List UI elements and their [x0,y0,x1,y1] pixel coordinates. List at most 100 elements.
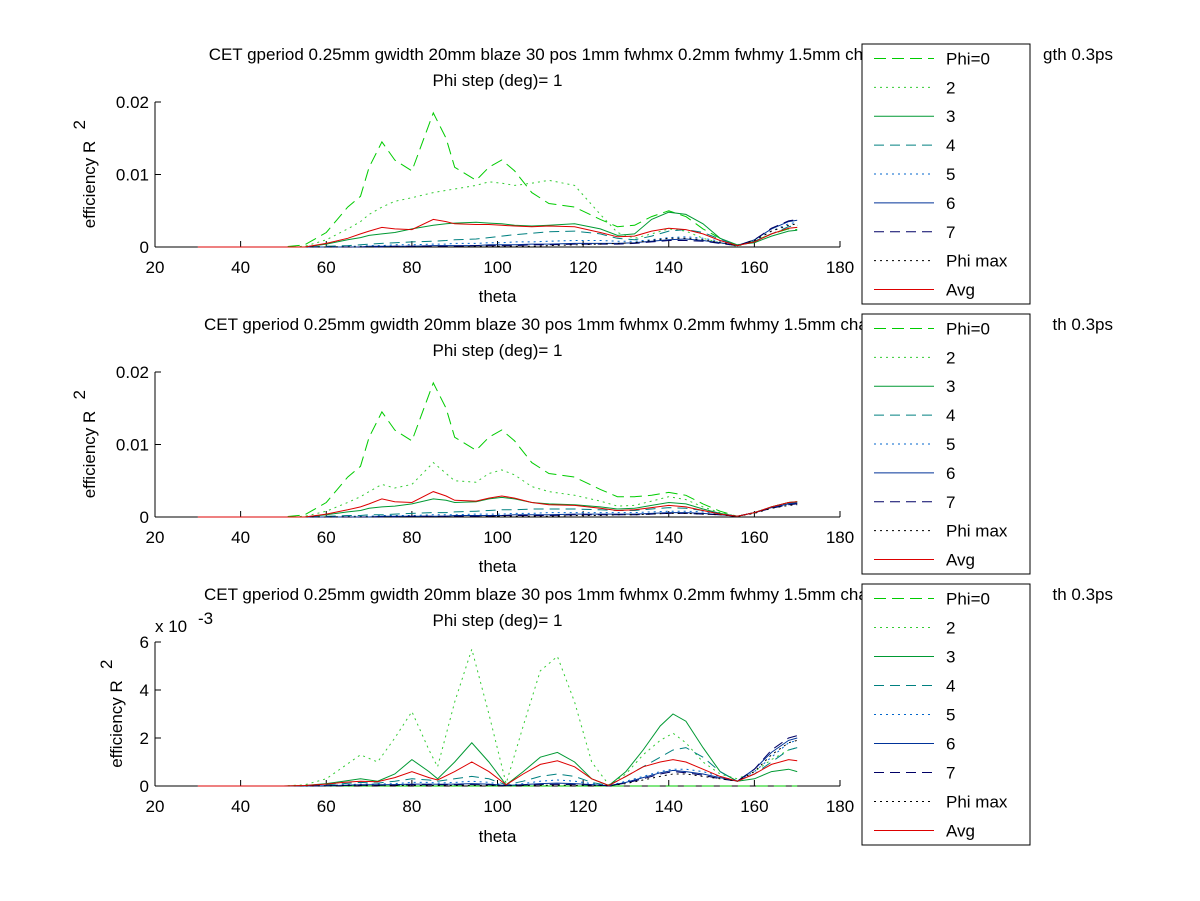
series-line-6 [197,737,798,787]
legend-label: 5 [946,435,955,454]
series-line-8 [197,223,798,248]
legend-label: 6 [946,735,955,754]
x-tick-label: 160 [740,258,768,277]
y-axis-label-superscript: 2 [97,660,116,669]
series-line-8 [197,504,798,518]
series-line-5 [197,502,798,518]
x-tick-label: 120 [569,258,597,277]
x-tick-label: 120 [569,797,597,816]
y-multiplier-exponent: -3 [198,609,213,628]
y-axis-label-superscript: 2 [70,390,89,399]
legend-label: Avg [946,551,975,570]
series-line-7 [197,735,798,787]
legend-label: Phi=0 [946,49,990,68]
x-tick-label: 40 [231,797,250,816]
legend-label: 2 [946,348,955,367]
x-tick-label: 20 [146,258,165,277]
subplot-3: 20 40 60 80 100 120 140 160 180 0 2 4 6 x 10 -3 CET gpe… [97,583,1114,846]
series-line-2 [197,461,798,518]
y-tick-label: 0 [140,508,149,527]
series-line-4 [197,224,798,248]
legend-box [861,583,1031,846]
x-tick-label: 160 [740,528,768,547]
series-line-9 [197,218,798,248]
series-line-3 [197,211,798,248]
plot-title: CET gperiod 0.25mm gwidth 20mm blaze 30 … [204,585,916,604]
x-tick-label: 40 [231,528,250,547]
y-multiplier: x 10 [155,617,187,636]
plot-subtitle: Phi step (deg)= 1 [433,611,563,630]
x-tick-label: 100 [483,797,511,816]
x-axis-label: theta [479,287,517,306]
x-tick-label: 160 [740,797,768,816]
legend-label: 4 [946,406,955,425]
series-line-3 [197,713,798,787]
legend-label: 5 [946,706,955,725]
legend-label: Avg [946,281,975,300]
y-axis-label: efficiency R [80,141,99,229]
series-line-2 [197,647,798,787]
x-tick-label: 140 [655,258,683,277]
legend-label: Phi max [946,252,1008,271]
x-tick-label: 140 [655,528,683,547]
x-tick-label: 80 [402,528,421,547]
legend-label: 7 [946,764,955,783]
legend-label: 6 [946,464,955,483]
y-tick-label: 2 [140,729,149,748]
y-tick-label: 0.01 [116,436,149,455]
x-axis-label: theta [479,557,517,576]
series-line-1 [197,381,798,518]
plot-title-tail: th 0.3ps [1053,315,1114,334]
x-tick-label: 120 [569,528,597,547]
plot-subtitle: Phi step (deg)= 1 [433,341,563,360]
legend: Phi=0 2 3 4 5 6 7 Phi max Avg [861,43,1031,305]
x-tick-label: 60 [317,797,336,816]
legend-label: Avg [946,822,975,841]
legend: Phi=0 2 3 4 5 6 7 Phi max Avg [861,583,1031,846]
legend-label: 7 [946,223,955,242]
legend: Phi=0 2 3 4 5 6 7 Phi max Avg [861,313,1031,575]
y-tick-label: 0.02 [116,363,149,382]
series-line-5 [197,221,798,248]
x-tick-label: 60 [317,528,336,547]
x-tick-label: 180 [826,797,854,816]
y-axis-label-group: efficiency R 2 [70,120,99,228]
series-line-3 [197,496,798,518]
y-tick-label: 4 [140,681,149,700]
plot-title-tail: th 0.3ps [1053,585,1114,604]
series-line-7 [197,218,798,248]
series-line-9 [197,759,798,787]
y-axis-label-group: efficiency R 2 [97,660,126,768]
legend-label: 2 [946,619,955,638]
y-tick-label: 0.01 [116,166,149,185]
x-tick-label: 20 [146,528,165,547]
legend-box [861,313,1031,575]
y-axis-label: efficiency R [80,411,99,499]
legend-label: Phi=0 [946,319,990,338]
y-axis-label: efficiency R [107,680,126,768]
legend-label: 3 [946,377,955,396]
legend-label: 5 [946,165,955,184]
y-tick-label: 0 [140,777,149,796]
legend-label: 2 [946,78,955,97]
legend-label: Phi max [946,522,1008,541]
series-line-5 [197,739,798,787]
y-axis-label-superscript: 2 [70,120,89,129]
x-tick-label: 20 [146,797,165,816]
series-line-9 [197,491,798,518]
x-tick-label: 180 [826,528,854,547]
x-tick-label: 60 [317,258,336,277]
x-tick-label: 100 [483,258,511,277]
x-tick-label: 80 [402,797,421,816]
series-line-2 [197,179,798,248]
legend-label: 3 [946,648,955,667]
legend-label: Phi=0 [946,590,990,609]
legend-label: 3 [946,107,955,126]
plot-title-tail: gth 0.3ps [1043,45,1113,64]
series-line-1 [197,111,798,248]
legend-label: 7 [946,493,955,512]
y-tick-label: 0.02 [116,93,149,112]
x-tick-label: 180 [826,258,854,277]
series-line-4 [197,747,798,787]
